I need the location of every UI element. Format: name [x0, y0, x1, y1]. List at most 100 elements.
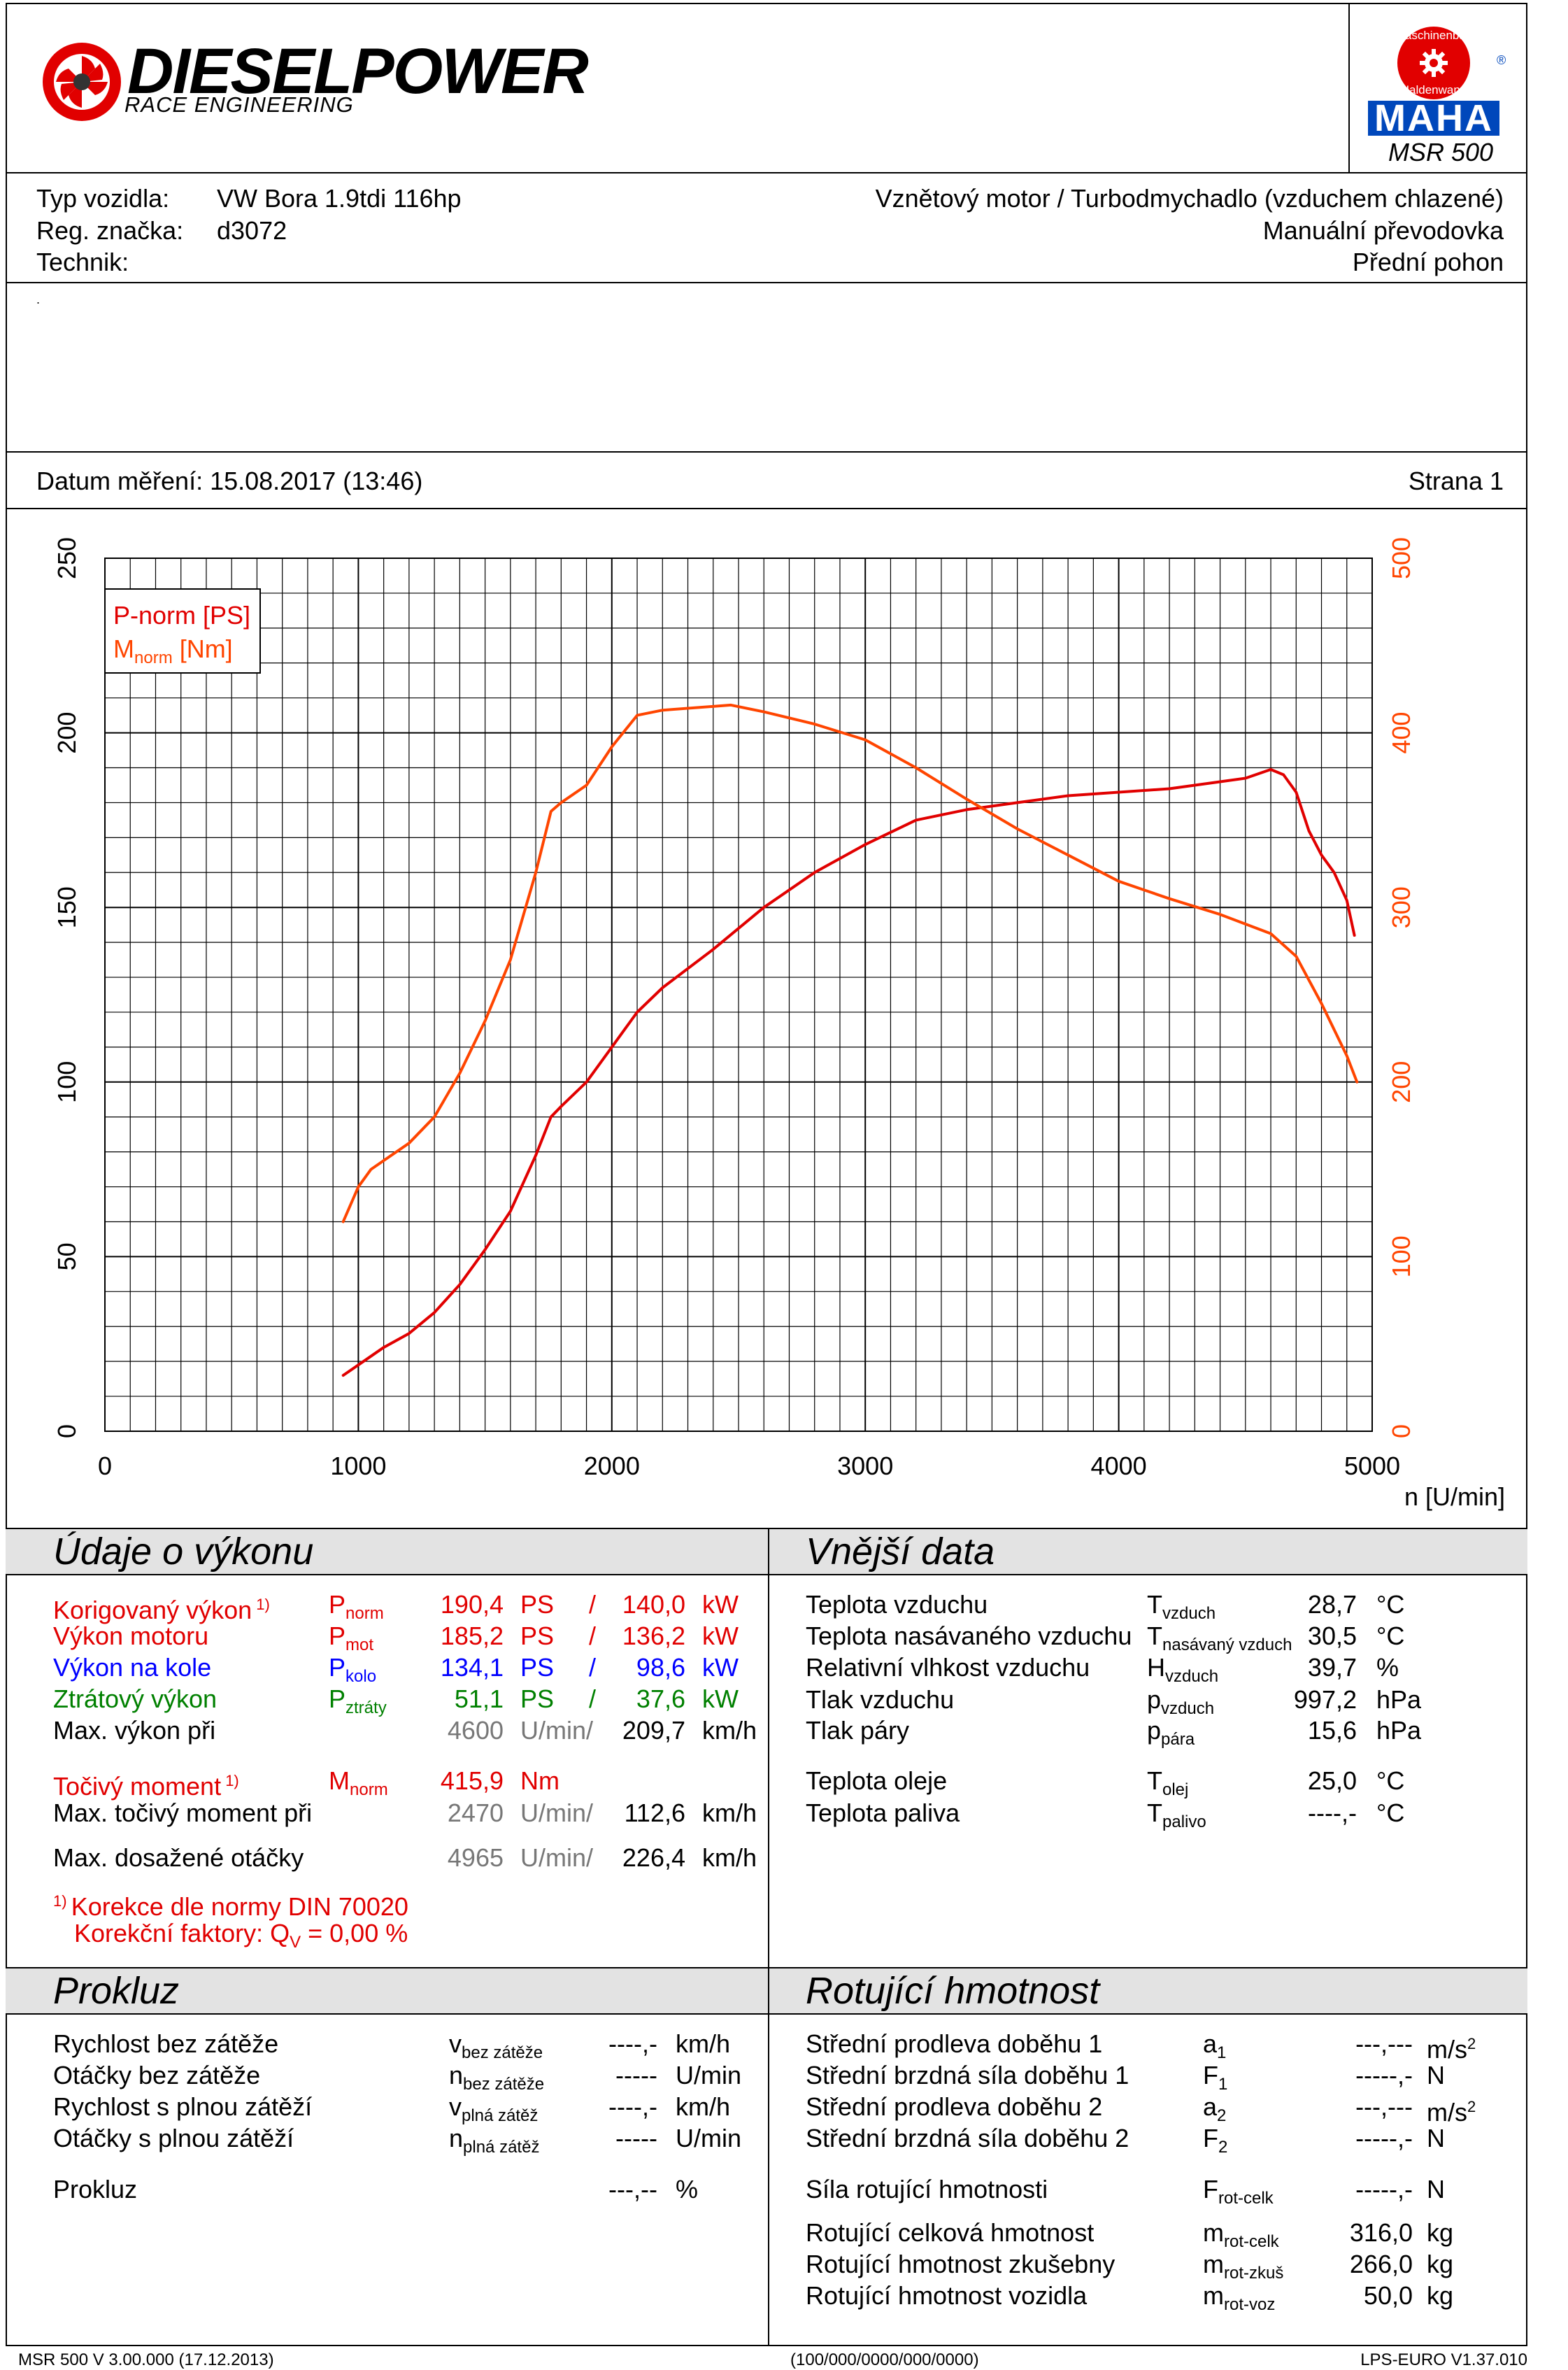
perf-symbol-3: Pztráty: [329, 1684, 387, 1717]
brand-subtitle: RACE ENGINEERING: [124, 92, 354, 117]
legend-box: [104, 588, 261, 674]
perf-note-0: 1): [252, 1596, 270, 1613]
ext-value-5: 25,0: [1307, 1766, 1357, 1795]
ext-value-6: ----,-: [1308, 1798, 1357, 1827]
perf-kw-unit-0: kW: [702, 1590, 739, 1619]
torque-label: Točivý moment 1): [53, 1772, 239, 1801]
y-right-tick-label: 500: [1387, 537, 1416, 579]
max-rpm-speed-unit: km/h: [702, 1843, 757, 1872]
slip-value-0: ----,-: [608, 2029, 657, 2058]
perf-kw-2: 98,6: [636, 1653, 685, 1682]
rot-unit-sup-0: 2: [1467, 2035, 1476, 2052]
rot-mass-value-0: 316,0: [1349, 2218, 1413, 2247]
ext-symbol-6-sub: palivo: [1162, 1812, 1206, 1831]
y-left-tick-label: 200: [52, 712, 81, 754]
ext-value-4: 15,6: [1307, 1716, 1357, 1745]
section-vertical-divider: [768, 1528, 769, 2346]
ext-symbol-4: ppára: [1147, 1716, 1195, 1749]
max-rpm-label: Max. dosažené otáčky: [53, 1843, 304, 1872]
rot-force-symbol-sub: rot-celk: [1218, 2189, 1274, 2208]
ext-unit-4: hPa: [1376, 1716, 1422, 1745]
rot-force-label: Síla rotující hmotnosti: [806, 2175, 1048, 2204]
engine-type: Vznětový motor / Turbodmychadlo (vzduche…: [875, 184, 1504, 213]
x-tick-label: 4000: [1091, 1452, 1147, 1480]
rot-unit-3: N: [1427, 2124, 1445, 2152]
perf-sep-1: /: [589, 1622, 597, 1650]
x-tick-label: 5000: [1344, 1452, 1400, 1480]
ext-label-0: Teplota vzduchu: [806, 1590, 988, 1619]
slip-symbol-3-sub: plná zátěž: [463, 2138, 540, 2157]
turbo-logo-icon: [41, 41, 123, 123]
ext-label-4: Tlak páry: [806, 1716, 910, 1745]
perf-sep-2: /: [589, 1653, 597, 1682]
slip-unit-2: km/h: [676, 2092, 731, 2121]
perf-ps-unit-2: PS: [520, 1653, 555, 1682]
slip-total-unit: %: [676, 2175, 699, 2204]
ext-unit-0: °C: [1376, 1590, 1405, 1619]
footer-code: (100/000/0000/000/0000): [790, 2350, 979, 2369]
rot-mass-unit-0: kg: [1427, 2218, 1454, 2247]
slip-unit-3: U/min: [676, 2124, 742, 2152]
max-power-speed: 209,7: [622, 1716, 685, 1745]
y-left-tick-label: 0: [52, 1424, 81, 1438]
maha-text-layer: Maschinenbau Haldenwang MAHA ®: [1374, 29, 1506, 137]
rot-label-3: Střední brzdná síla doběhu 2: [806, 2124, 1129, 2152]
drive-type: Přední pohon: [1352, 248, 1504, 276]
rot-mass-symbol-1-sub: rot-zkuš: [1224, 2264, 1284, 2283]
ext-symbol-0: Tvzduch: [1147, 1590, 1216, 1623]
rot-unit-2: m/s2: [1427, 2098, 1476, 2127]
header-divider: [6, 172, 1527, 173]
performance-title: Údaje o výkonu: [53, 1531, 314, 1573]
footer-software: LPS-EURO V1.37.010: [1360, 2350, 1527, 2369]
max-power-rpm-unit: U/min/: [520, 1716, 594, 1745]
slip-value-1: -----: [615, 2061, 657, 2089]
ext-unit-5: °C: [1376, 1766, 1405, 1795]
notes-divider: [6, 451, 1527, 453]
ext-label-3: Tlak vzduchu: [806, 1685, 955, 1714]
rot-symbol-3: F2: [1203, 2124, 1228, 2157]
rot-mass-unit-1: kg: [1427, 2250, 1454, 2278]
rot-mass-label-1: Rotující hmotnost zkušebny: [806, 2250, 1116, 2278]
legend-torque-part: M: [113, 634, 134, 663]
torque-symbol-sub: norm: [350, 1780, 388, 1799]
rot-label-0: Střední prodleva doběhu 1: [806, 2029, 1103, 2058]
external-header-bar: [769, 1528, 1527, 1575]
slip-symbol-0-sub: bez zátěže: [462, 2043, 543, 2062]
maha-logo-bottom: Haldenwang: [1401, 83, 1467, 97]
max-torque-speed: 112,6: [624, 1798, 685, 1827]
torque-value: 415,9: [440, 1766, 504, 1795]
legend-power-label: P-norm [PS]: [113, 601, 250, 630]
ext-unit-3: hPa: [1376, 1685, 1422, 1714]
slip-symbol-0: vbez zátěže: [449, 2029, 543, 2062]
max-torque-speed-unit: km/h: [702, 1798, 757, 1827]
slip-unit-1: U/min: [676, 2061, 742, 2089]
perf-symbol-2: Pkolo: [329, 1653, 377, 1686]
maha-logo-word: MAHA: [1374, 97, 1493, 137]
footer-version: MSR 500 V 3.00.000 (17.12.2013): [18, 2350, 274, 2369]
rot-mass-unit-2: kg: [1427, 2281, 1454, 2310]
perf-symbol-1: Pmot: [329, 1622, 374, 1654]
perf-label-1: Výkon motoru: [53, 1622, 209, 1650]
rotating-header-bar: [769, 1967, 1527, 2015]
max-torque-label: Max. točivý moment při: [53, 1798, 313, 1827]
ext-symbol-4-sub: pára: [1161, 1730, 1195, 1749]
gearbox-type: Manuální převodovka: [1262, 216, 1504, 245]
rot-force-unit: N: [1427, 2175, 1445, 2204]
ext-label-2: Relativní vlhkost vzduchu: [806, 1653, 1090, 1682]
slip-total-label: Prokluz: [53, 2175, 138, 2204]
legend-torque-part: norm: [134, 648, 173, 667]
ext-value-0: 28,7: [1307, 1590, 1357, 1619]
ext-symbol-1: Tnasávaný vzduch: [1147, 1622, 1292, 1654]
rot-symbol-1: F1: [1203, 2061, 1228, 2094]
x-tick-label: 0: [98, 1452, 112, 1480]
y-left-tick-label: 50: [52, 1242, 81, 1270]
perf-sep-3: /: [589, 1684, 597, 1713]
ext-symbol-1-sub: nasávaný vzduch: [1162, 1635, 1292, 1654]
perf-symbol-2-sub: kolo: [345, 1667, 377, 1686]
slip-label-2: Rychlost s plnou zátěží: [53, 2092, 313, 2121]
footnote: 1) Korekce dle normy DIN 70020: [53, 1892, 408, 1921]
ext-symbol-6: Tpalivo: [1147, 1798, 1206, 1831]
report-frame: [6, 3, 1527, 2346]
external-title: Vnější data: [806, 1531, 995, 1573]
